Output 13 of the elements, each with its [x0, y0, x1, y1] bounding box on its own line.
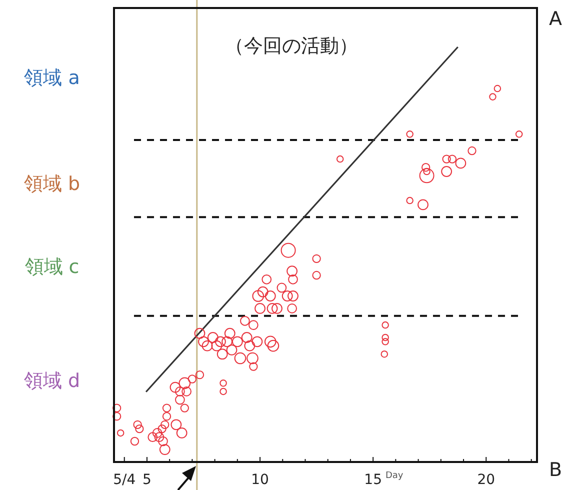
text: 領域 d: [24, 370, 80, 392]
x-tick-label: 10: [251, 472, 269, 488]
x-tick-label: 15: [364, 472, 382, 488]
x-tick-label: 5/4: [113, 472, 136, 488]
x-tick-label: 5: [142, 472, 152, 488]
text: 領域 b: [24, 173, 80, 195]
x-tick-label: 20: [477, 472, 496, 488]
text: A: [549, 8, 562, 30]
text: B: [549, 459, 562, 481]
x-axis-title: Day: [385, 471, 404, 481]
chart-title: （今回の活動）: [225, 35, 358, 57]
text: 領域 a: [24, 67, 80, 89]
text: 領域 c: [24, 256, 80, 278]
